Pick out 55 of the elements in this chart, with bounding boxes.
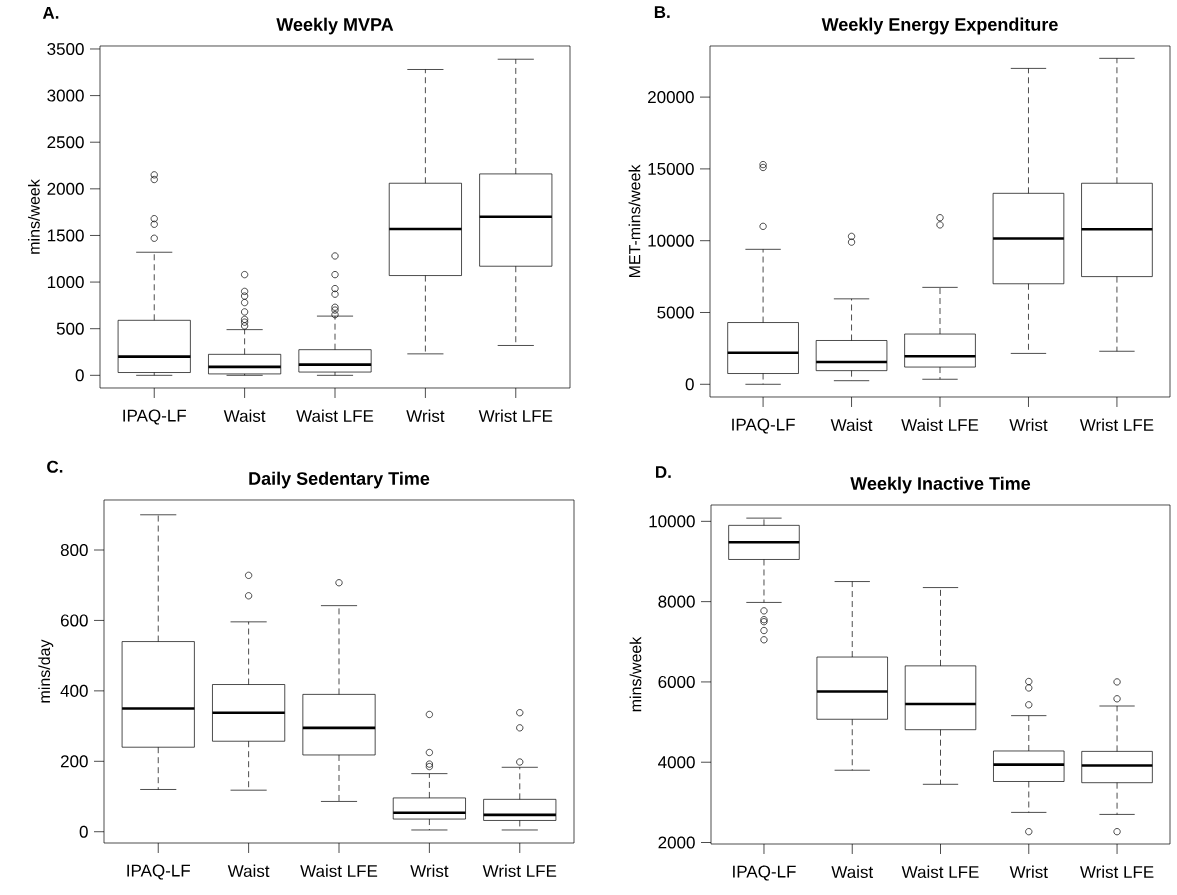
y-tick-label: 400 xyxy=(60,684,88,697)
y-tick-label: 10000 xyxy=(649,515,695,528)
chart-title: Weekly Inactive Time xyxy=(850,476,1031,494)
y-axis-title: mins/week xyxy=(28,179,40,254)
x-tick-label: Wrist xyxy=(410,864,449,878)
x-tick-label: Waist LFE xyxy=(300,864,378,878)
y-tick-label: 20000 xyxy=(648,91,694,104)
y-tick-label: 3000 xyxy=(47,89,84,102)
y-tick-label: 800 xyxy=(60,543,88,557)
text: A. xyxy=(42,6,59,19)
y-tick-label: 600 xyxy=(60,614,88,627)
y-tick-label: 200 xyxy=(60,755,88,768)
x-tick-label: Waist LFE xyxy=(901,418,979,432)
x-tick-label: IPAQ-LF xyxy=(733,865,796,881)
y-tick-label: 4000 xyxy=(658,756,695,769)
x-tick-label: Wrist LFE xyxy=(1079,865,1154,879)
y-tick-label: 5000 xyxy=(657,306,694,319)
y-tick-label: 0 xyxy=(685,378,694,391)
x-tick-label: Wrist LFE xyxy=(1079,418,1154,432)
text: B. xyxy=(654,6,670,18)
y-tick-label: 0 xyxy=(75,369,84,382)
chart-title: Daily Sedentary Time xyxy=(249,471,430,489)
x-tick-label: Wrist xyxy=(1009,865,1048,879)
x-tick-label: Waist xyxy=(831,865,874,879)
x-tick-label: Wrist xyxy=(406,409,445,423)
text: C. xyxy=(47,460,63,473)
y-tick-label: 2500 xyxy=(47,136,84,149)
text: D. xyxy=(656,466,671,478)
y-axis-title: mins/day xyxy=(38,639,54,703)
x-tick-label: Waist LFE xyxy=(296,409,374,423)
x-tick-label: Waist LFE xyxy=(901,865,979,879)
x-tick-label: Wrist LFE xyxy=(478,409,553,423)
x-tick-label: IPAQ-LF xyxy=(127,864,190,880)
x-tick-label: Wrist LFE xyxy=(482,864,557,878)
y-tick-label: 8000 xyxy=(658,595,695,608)
y-tick-label: 10000 xyxy=(648,234,694,247)
x-tick-label: Waist xyxy=(223,409,266,423)
y-tick-label: 6000 xyxy=(658,675,695,688)
x-tick-label: IPAQ-LF xyxy=(123,409,186,425)
x-tick-label: Wrist xyxy=(1009,418,1048,432)
y-tick-label: 3500 xyxy=(47,42,84,55)
x-tick-label: Waist xyxy=(830,418,873,432)
x-tick-label: IPAQ-LF xyxy=(732,418,795,434)
chart-title: Weekly MVPA xyxy=(276,17,394,35)
chart-title: Weekly Energy Expenditure xyxy=(821,17,1058,35)
x-tick-label: Waist xyxy=(227,864,270,878)
y-tick-label: 15000 xyxy=(648,162,694,175)
y-tick-label: 0 xyxy=(79,825,88,838)
y-tick-label: 2000 xyxy=(47,182,84,195)
y-tick-label: 500 xyxy=(56,322,84,335)
y-axis-title: MET-mins/week xyxy=(628,164,641,278)
y-tick-label: 1000 xyxy=(47,276,84,289)
y-tick-label: 2000 xyxy=(658,836,695,849)
y-axis-title: mins/week xyxy=(629,636,642,712)
y-tick-label: 1500 xyxy=(47,229,84,242)
